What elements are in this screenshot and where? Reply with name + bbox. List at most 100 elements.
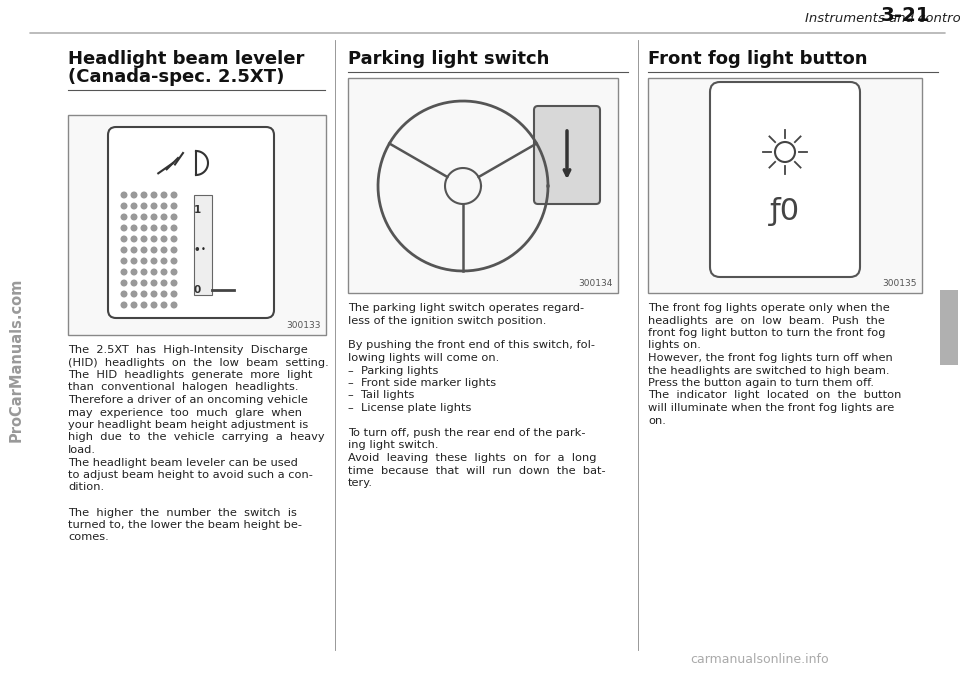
Circle shape bbox=[161, 291, 167, 297]
Text: headlights  are  on  low  beam.  Push  the: headlights are on low beam. Push the bbox=[648, 315, 885, 325]
Text: high  due  to  the  vehicle  carrying  a  heavy: high due to the vehicle carrying a heavy bbox=[68, 433, 324, 443]
Circle shape bbox=[171, 302, 177, 308]
Circle shape bbox=[151, 203, 156, 209]
Text: ƒ0: ƒ0 bbox=[770, 197, 800, 226]
Text: –  Tail lights: – Tail lights bbox=[348, 391, 415, 401]
Text: To turn off, push the rear end of the park-: To turn off, push the rear end of the pa… bbox=[348, 428, 586, 438]
Circle shape bbox=[132, 258, 137, 264]
Text: dition.: dition. bbox=[68, 483, 104, 492]
Circle shape bbox=[171, 192, 177, 198]
Circle shape bbox=[132, 269, 137, 275]
Circle shape bbox=[161, 302, 167, 308]
Circle shape bbox=[151, 214, 156, 220]
Text: –  Parking lights: – Parking lights bbox=[348, 365, 439, 376]
Bar bbox=[648, 78, 922, 293]
Text: than  conventional  halogen  headlights.: than conventional halogen headlights. bbox=[68, 382, 299, 393]
Text: 300133: 300133 bbox=[286, 321, 321, 330]
Circle shape bbox=[141, 192, 147, 198]
Circle shape bbox=[161, 236, 167, 242]
Text: Press the button again to turn them off.: Press the button again to turn them off. bbox=[648, 378, 874, 388]
Text: front fog light button to turn the front fog: front fog light button to turn the front… bbox=[648, 328, 885, 338]
Text: lowing lights will come on.: lowing lights will come on. bbox=[348, 353, 499, 363]
Circle shape bbox=[171, 247, 177, 253]
Text: less of the ignition switch position.: less of the ignition switch position. bbox=[348, 315, 546, 325]
Circle shape bbox=[121, 225, 127, 231]
Circle shape bbox=[151, 280, 156, 286]
Circle shape bbox=[171, 225, 177, 231]
Circle shape bbox=[121, 203, 127, 209]
Circle shape bbox=[151, 269, 156, 275]
Text: load.: load. bbox=[68, 445, 96, 455]
Text: to adjust beam height to avoid such a con-: to adjust beam height to avoid such a co… bbox=[68, 470, 313, 480]
Text: your headlight beam height adjustment is: your headlight beam height adjustment is bbox=[68, 420, 308, 430]
Bar bbox=[940, 290, 958, 365]
Circle shape bbox=[132, 236, 137, 242]
Text: the headlights are switched to high beam.: the headlights are switched to high beam… bbox=[648, 365, 890, 376]
Circle shape bbox=[151, 302, 156, 308]
Circle shape bbox=[171, 269, 177, 275]
Text: By pushing the front end of this switch, fol-: By pushing the front end of this switch,… bbox=[348, 340, 595, 351]
Circle shape bbox=[132, 214, 137, 220]
Text: comes.: comes. bbox=[68, 532, 108, 542]
Circle shape bbox=[151, 291, 156, 297]
Text: Therefore a driver of an oncoming vehicle: Therefore a driver of an oncoming vehicl… bbox=[68, 395, 308, 405]
Circle shape bbox=[141, 280, 147, 286]
Circle shape bbox=[141, 258, 147, 264]
Circle shape bbox=[141, 214, 147, 220]
Text: (Canada-spec. 2.5XT): (Canada-spec. 2.5XT) bbox=[68, 68, 284, 86]
Circle shape bbox=[141, 302, 147, 308]
Circle shape bbox=[141, 247, 147, 253]
Circle shape bbox=[151, 247, 156, 253]
Circle shape bbox=[151, 225, 156, 231]
Bar bbox=[348, 78, 618, 293]
Circle shape bbox=[171, 214, 177, 220]
Text: 0: 0 bbox=[193, 285, 201, 295]
Text: may  experience  too  much  glare  when: may experience too much glare when bbox=[68, 407, 302, 418]
Text: Avoid  leaving  these  lights  on  for  a  long: Avoid leaving these lights on for a long bbox=[348, 453, 596, 463]
Text: The  2.5XT  has  High-Intensity  Discharge: The 2.5XT has High-Intensity Discharge bbox=[68, 345, 308, 355]
Circle shape bbox=[171, 236, 177, 242]
Text: Front fog light button: Front fog light button bbox=[648, 50, 868, 68]
Circle shape bbox=[132, 225, 137, 231]
FancyBboxPatch shape bbox=[108, 127, 274, 318]
Circle shape bbox=[121, 236, 127, 242]
Circle shape bbox=[141, 269, 147, 275]
Circle shape bbox=[151, 236, 156, 242]
Circle shape bbox=[161, 192, 167, 198]
Text: 1: 1 bbox=[193, 205, 201, 215]
Circle shape bbox=[151, 258, 156, 264]
Circle shape bbox=[132, 302, 137, 308]
Circle shape bbox=[161, 225, 167, 231]
Text: The  indicator  light  located  on  the  button: The indicator light located on the butto… bbox=[648, 391, 901, 401]
Circle shape bbox=[121, 247, 127, 253]
Circle shape bbox=[132, 247, 137, 253]
Circle shape bbox=[141, 225, 147, 231]
Text: 300134: 300134 bbox=[579, 279, 613, 288]
Text: –  License plate lights: – License plate lights bbox=[348, 403, 471, 413]
Text: will illuminate when the front fog lights are: will illuminate when the front fog light… bbox=[648, 403, 895, 413]
Circle shape bbox=[141, 236, 147, 242]
Circle shape bbox=[161, 269, 167, 275]
Circle shape bbox=[132, 192, 137, 198]
Circle shape bbox=[121, 192, 127, 198]
Bar bbox=[194, 195, 212, 295]
Text: lights on.: lights on. bbox=[648, 340, 701, 351]
Text: The parking light switch operates regard-: The parking light switch operates regard… bbox=[348, 303, 584, 313]
FancyBboxPatch shape bbox=[710, 82, 860, 277]
Circle shape bbox=[121, 280, 127, 286]
Text: on.: on. bbox=[648, 416, 666, 426]
Text: Headlight beam leveler: Headlight beam leveler bbox=[68, 50, 304, 68]
Text: The headlight beam leveler can be used: The headlight beam leveler can be used bbox=[68, 458, 298, 468]
Text: •: • bbox=[194, 245, 201, 255]
Text: –  Front side marker lights: – Front side marker lights bbox=[348, 378, 496, 388]
Circle shape bbox=[171, 203, 177, 209]
Circle shape bbox=[161, 258, 167, 264]
Circle shape bbox=[121, 302, 127, 308]
Text: carmanualsonline.info: carmanualsonline.info bbox=[690, 653, 829, 666]
Circle shape bbox=[121, 269, 127, 275]
Circle shape bbox=[132, 203, 137, 209]
Text: The  higher  the  number  the  switch  is: The higher the number the switch is bbox=[68, 508, 297, 517]
Text: The  HID  headlights  generate  more  light: The HID headlights generate more light bbox=[68, 370, 313, 380]
Circle shape bbox=[121, 291, 127, 297]
Circle shape bbox=[121, 258, 127, 264]
